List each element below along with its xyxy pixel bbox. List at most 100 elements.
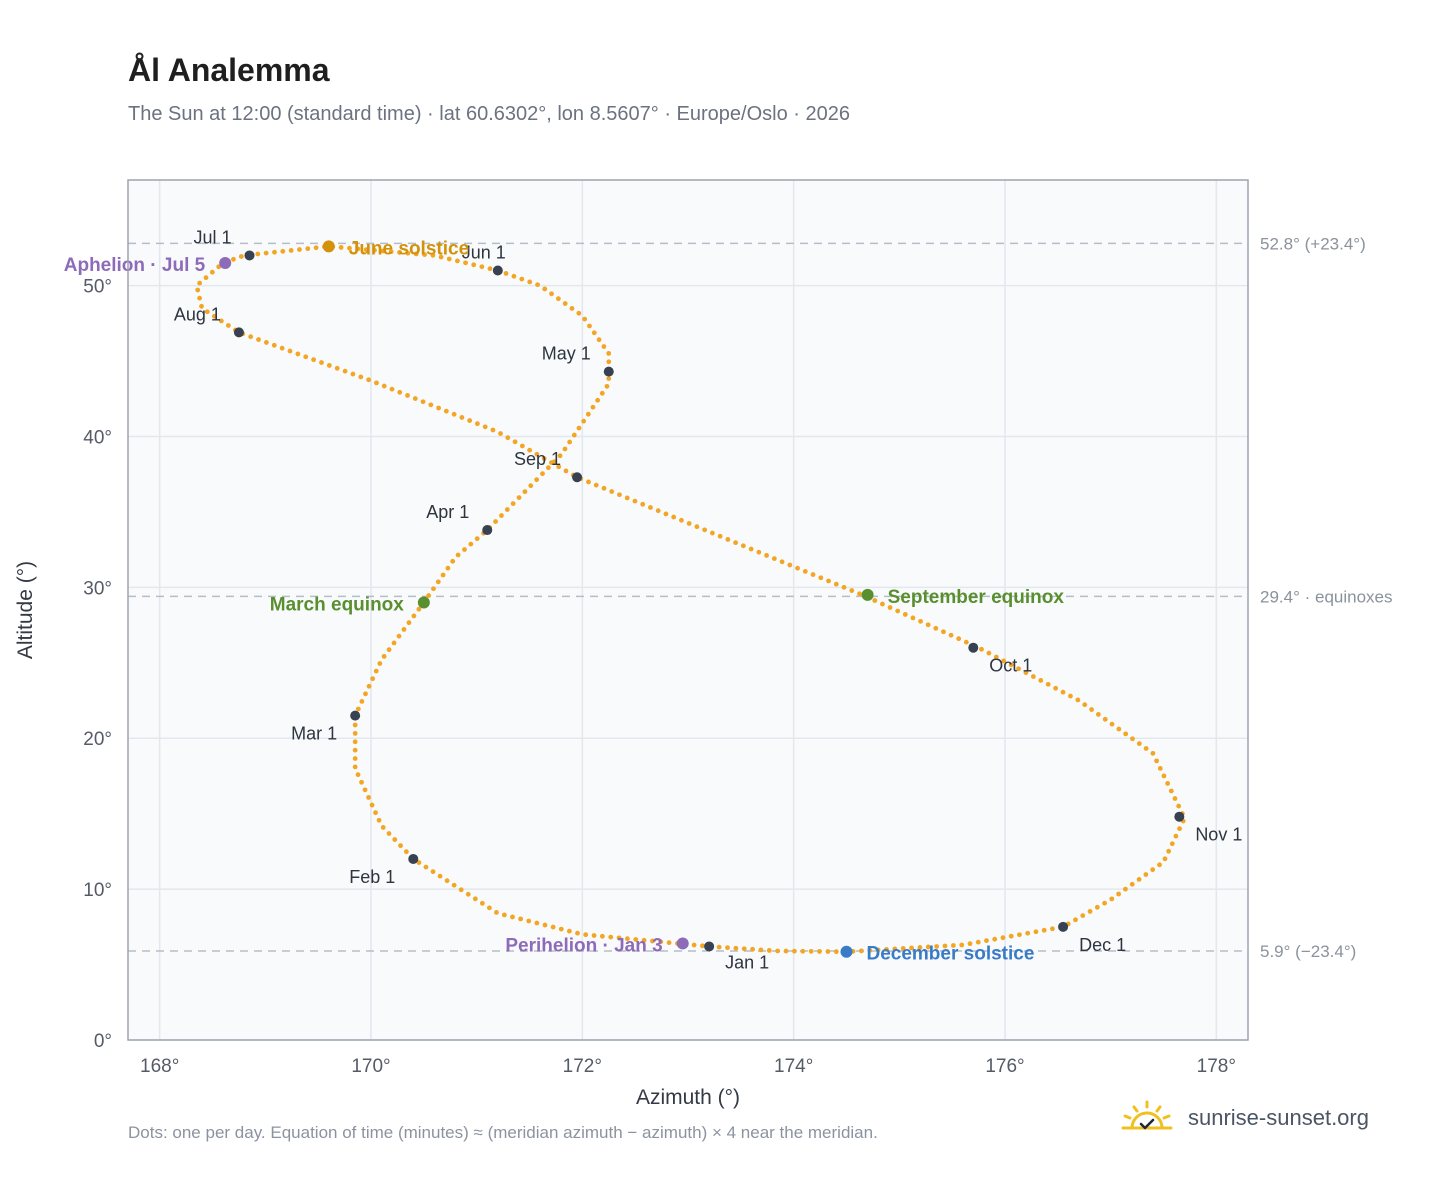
day-dot — [519, 443, 525, 449]
day-dot — [1016, 666, 1021, 672]
day-dot — [557, 453, 563, 459]
day-dot — [1053, 685, 1059, 691]
day-dot — [218, 318, 224, 324]
day-dot — [391, 640, 397, 646]
day-dot — [633, 937, 639, 942]
day-dot — [493, 519, 498, 524]
day-dot — [334, 365, 340, 371]
month-label: May 1 — [542, 344, 591, 364]
day-dot — [526, 918, 532, 924]
day-dot — [519, 276, 525, 282]
day-dot — [808, 948, 814, 954]
day-dot — [700, 943, 705, 949]
brand-logo[interactable]: sunrise-sunset.org — [1120, 1100, 1369, 1136]
day-dot — [197, 295, 203, 301]
day-dot — [527, 279, 533, 285]
day-dot — [413, 251, 419, 257]
day-dot — [401, 627, 407, 632]
reference-line-label: 52.8° (+23.4°) — [1260, 234, 1366, 253]
day-dot — [1038, 678, 1044, 683]
day-dot — [825, 949, 831, 954]
day-dot — [918, 618, 923, 624]
month-label: Jan 1 — [725, 952, 769, 972]
day-dot — [909, 945, 914, 951]
day-dot — [272, 249, 277, 255]
day-dot — [934, 944, 940, 949]
event-label: December solstice — [866, 944, 1034, 965]
day-dot — [535, 282, 540, 288]
month-label: Apr 1 — [426, 502, 469, 522]
event-dot — [322, 240, 335, 253]
day-dot — [406, 620, 412, 626]
day-dot — [363, 247, 369, 252]
day-dot — [426, 593, 432, 598]
day-dot — [833, 581, 839, 587]
day-dot — [591, 933, 597, 938]
day-dot — [775, 948, 781, 954]
month-dot — [1174, 811, 1185, 822]
day-dot — [499, 513, 504, 518]
day-dot — [608, 934, 614, 940]
day-dot — [380, 825, 386, 830]
day-dot — [616, 935, 622, 941]
day-dot — [895, 608, 901, 614]
day-dot — [435, 579, 441, 585]
day-dot — [263, 250, 269, 256]
day-dot — [925, 622, 931, 628]
day-dot — [787, 562, 793, 568]
day-dot — [1102, 900, 1107, 906]
day-dot — [963, 639, 969, 645]
day-dot — [431, 586, 436, 592]
day-dot — [887, 605, 893, 610]
day-dot — [256, 337, 261, 342]
day-dot — [373, 668, 379, 674]
plot-frame — [127, 179, 1249, 1041]
day-dot — [373, 810, 378, 816]
day-dot — [455, 258, 460, 264]
day-dot — [1082, 702, 1088, 708]
day-dot — [287, 348, 293, 354]
event-dot — [219, 256, 232, 269]
day-dot — [370, 676, 376, 682]
day-dot — [599, 390, 605, 396]
y-axis-title: Altitude (°) — [14, 561, 37, 659]
day-dot — [381, 653, 387, 659]
day-dot — [569, 306, 575, 311]
day-dot — [1033, 929, 1039, 935]
day-dot — [1157, 862, 1162, 868]
day-dot — [389, 386, 395, 392]
day-dot — [725, 945, 730, 951]
day-dot — [490, 427, 496, 433]
day-dot — [1154, 758, 1159, 764]
day-dot — [398, 843, 403, 849]
day-dot — [802, 568, 808, 574]
day-dot — [512, 439, 518, 445]
day-dot — [1109, 721, 1115, 727]
day-dot — [818, 575, 824, 581]
day-dot — [591, 330, 597, 336]
day-dot — [443, 408, 449, 414]
day-dot — [366, 795, 371, 800]
day-dot — [1094, 904, 1100, 910]
day-dot — [303, 354, 309, 360]
day-dot — [468, 541, 474, 547]
day-dot — [430, 252, 436, 258]
day-dot — [1123, 886, 1128, 892]
day-dot — [582, 316, 588, 322]
day-dot — [528, 483, 534, 489]
month-dot — [350, 710, 361, 721]
day-dot — [436, 405, 441, 411]
day-dot — [411, 613, 417, 619]
day-dot — [445, 565, 451, 571]
day-dot — [933, 625, 939, 631]
day-dot — [625, 936, 630, 942]
day-dot — [225, 323, 231, 328]
month-label: Aug 1 — [174, 304, 221, 324]
day-dot — [342, 368, 348, 374]
day-dot — [280, 248, 286, 254]
day-dot — [1136, 876, 1142, 882]
day-dot — [1123, 731, 1129, 737]
day-dot — [386, 831, 392, 836]
x-tick-label: 172° — [563, 1056, 602, 1077]
month-dot — [482, 525, 493, 536]
